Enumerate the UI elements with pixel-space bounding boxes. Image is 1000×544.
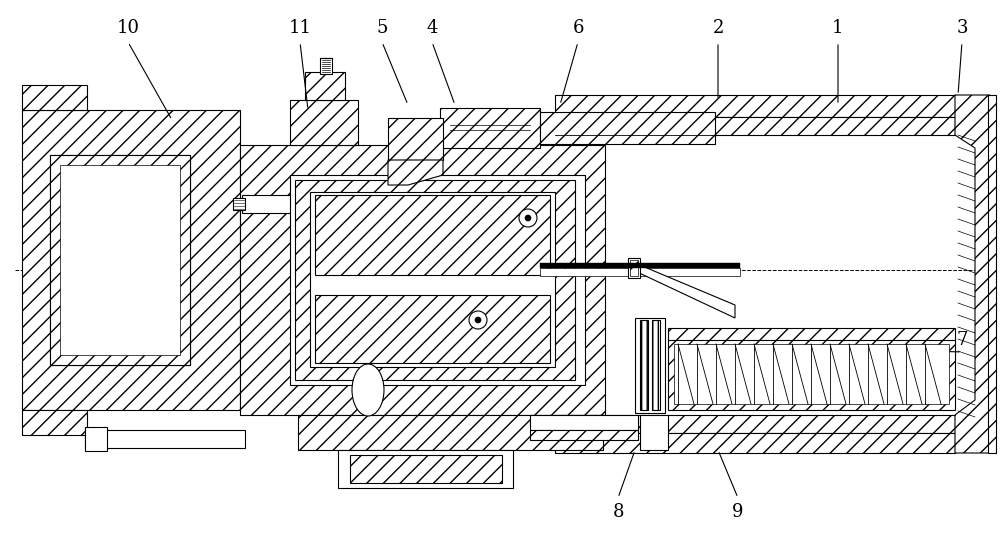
Bar xyxy=(50,155,190,365)
Bar xyxy=(85,427,107,451)
Bar xyxy=(668,338,955,410)
Polygon shape xyxy=(955,95,990,453)
Bar xyxy=(240,145,605,415)
Bar xyxy=(988,95,996,453)
Bar xyxy=(555,117,955,135)
Ellipse shape xyxy=(352,364,384,416)
Bar xyxy=(310,192,555,367)
Bar xyxy=(555,415,955,433)
Bar xyxy=(630,260,638,276)
Bar xyxy=(315,295,550,363)
Bar xyxy=(555,433,955,453)
Bar xyxy=(22,410,87,435)
Bar xyxy=(233,198,245,210)
Bar xyxy=(440,108,540,148)
Text: 6: 6 xyxy=(572,19,584,37)
Bar xyxy=(530,430,638,440)
Bar xyxy=(668,328,955,340)
Text: 8: 8 xyxy=(612,503,624,521)
Text: 10: 10 xyxy=(116,19,140,37)
Text: 3: 3 xyxy=(956,19,968,37)
Bar xyxy=(60,165,180,355)
Text: 7: 7 xyxy=(956,331,968,349)
Bar xyxy=(540,112,715,144)
Circle shape xyxy=(525,215,531,221)
Bar xyxy=(350,455,502,483)
Bar xyxy=(652,320,660,410)
Bar xyxy=(22,110,240,410)
Bar xyxy=(540,268,740,276)
Bar xyxy=(290,175,585,385)
Bar xyxy=(290,100,358,145)
Bar xyxy=(628,258,640,278)
Text: 4: 4 xyxy=(426,19,438,37)
Bar xyxy=(305,72,345,100)
Polygon shape xyxy=(388,160,443,185)
Bar xyxy=(22,85,87,110)
Bar xyxy=(242,195,294,213)
Bar xyxy=(50,155,190,365)
Bar xyxy=(555,95,960,117)
Text: 11: 11 xyxy=(288,19,312,37)
Bar xyxy=(320,58,332,74)
Bar xyxy=(295,180,575,380)
Bar xyxy=(85,430,245,448)
Bar xyxy=(338,450,513,488)
Text: 5: 5 xyxy=(376,19,388,37)
Bar xyxy=(640,415,668,450)
Text: 9: 9 xyxy=(732,503,744,521)
Circle shape xyxy=(469,311,487,329)
Bar xyxy=(635,318,665,413)
Bar xyxy=(388,118,443,160)
Bar xyxy=(674,344,949,404)
Bar xyxy=(298,415,603,450)
Bar xyxy=(640,320,648,410)
Polygon shape xyxy=(635,263,735,318)
Bar xyxy=(315,195,550,275)
Bar xyxy=(530,415,638,430)
Circle shape xyxy=(519,209,537,227)
Text: 1: 1 xyxy=(832,19,844,37)
Text: 2: 2 xyxy=(712,19,724,37)
Circle shape xyxy=(475,317,481,323)
Bar xyxy=(540,263,740,268)
